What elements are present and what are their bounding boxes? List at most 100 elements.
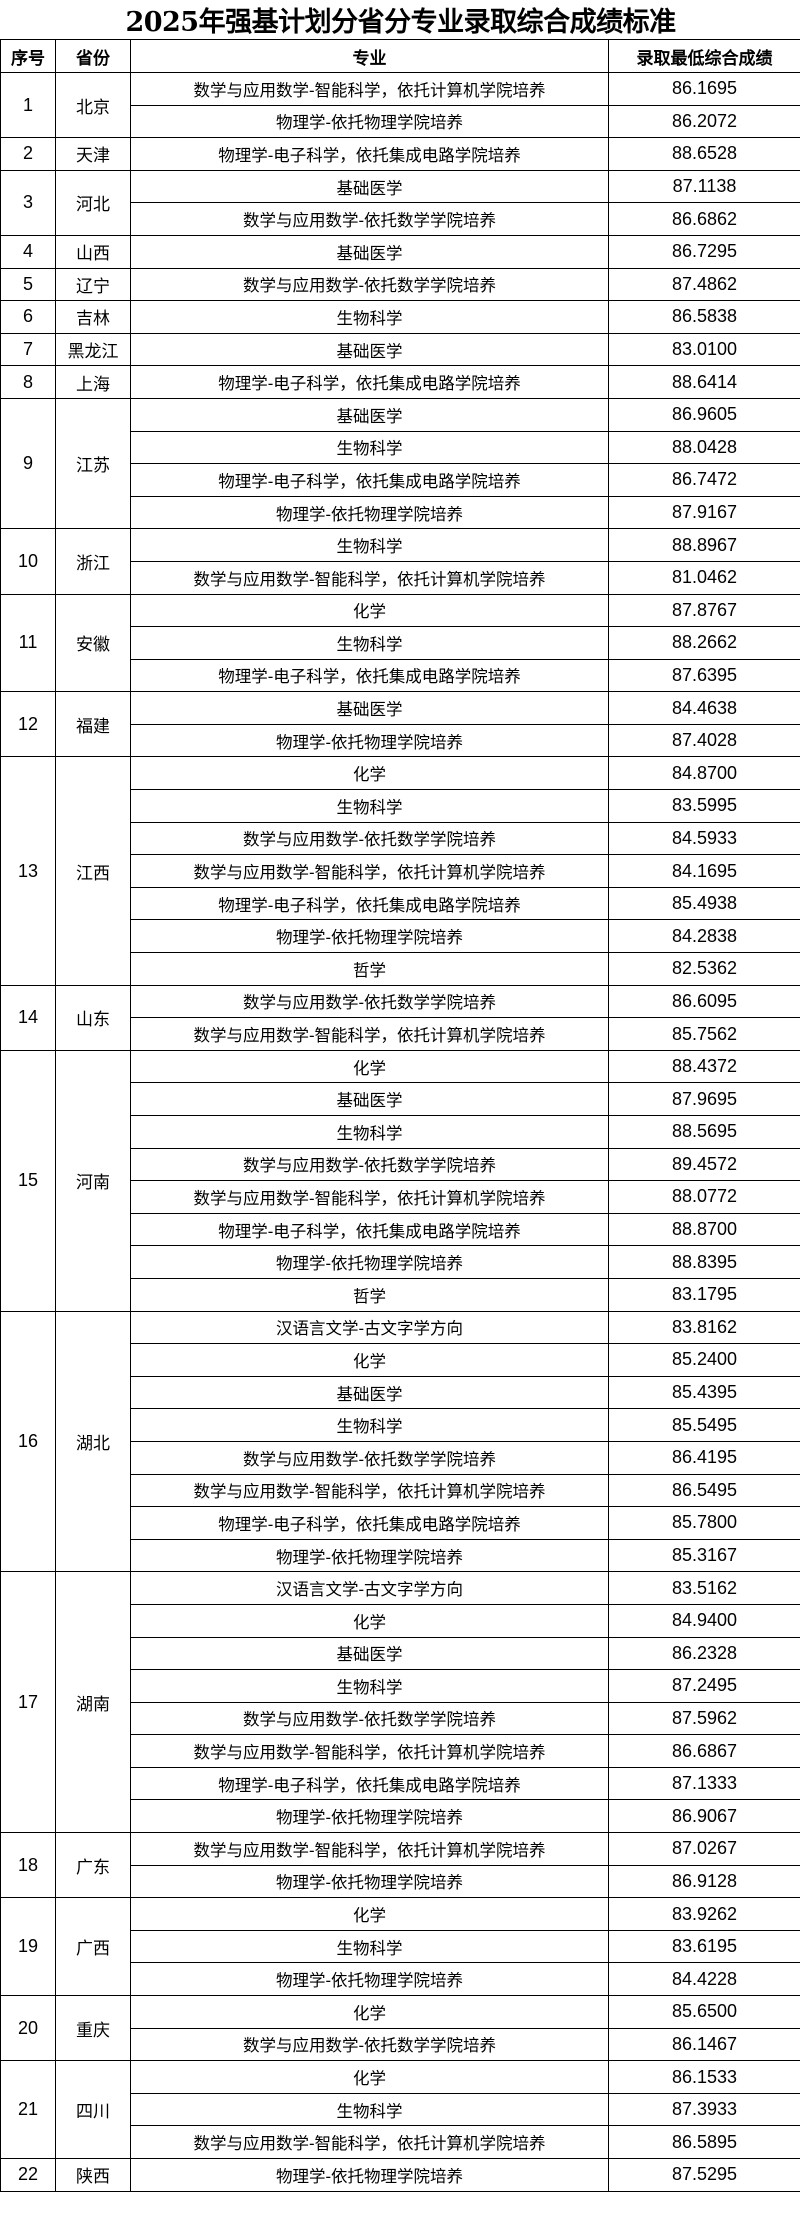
table-row: 1 北京 数学与应用数学-智能科学，依托计算机学院培养 86.1695 [0, 71, 800, 139]
province-cell: 江苏 [55, 397, 131, 530]
score-cell: 86.6095 [607, 984, 800, 1019]
score-cell: 88.0428 [607, 430, 800, 465]
header-province: 省份 [55, 39, 131, 73]
index-cell: 14 [0, 984, 56, 1051]
table-row: 22 陕西 物理学-依托物理学院培养 87.5295 [0, 2158, 800, 2192]
major-cell: 数学与应用数学-智能科学，依托计算机学院培养 [130, 1734, 609, 1768]
major-cell: 化学 [130, 1995, 609, 2029]
province-cell: 上海 [55, 365, 131, 399]
score-cell: 83.0100 [607, 332, 800, 367]
major-cell: 生物科学 [130, 430, 609, 465]
province-cell: 广西 [55, 1897, 131, 1997]
header-score: 录取最低综合成绩 [607, 39, 800, 73]
major-cell: 物理学-依托物理学院培养 [130, 723, 609, 758]
province-cell: 安徽 [55, 593, 131, 693]
index-cell: 13 [0, 756, 56, 986]
index-cell: 10 [0, 528, 56, 595]
province-cell: 辽宁 [55, 267, 131, 302]
score-cell: 86.5495 [607, 1473, 800, 1508]
table-row: 4 山西 基础医学 86.7295 [0, 234, 800, 269]
table-row: 物理学-电子科学，依托集成电路学院培养 87.1333 [1, 1766, 800, 1801]
major-cell: 数学与应用数学-依托数学学院培养 [130, 821, 609, 856]
table-row: 9 江苏 基础医学 86.9605 [0, 397, 800, 530]
table-row: 12 福建 基础医学 84.4638 [0, 691, 800, 758]
major-cell: 汉语言文学-古文字学方向 [130, 1310, 609, 1345]
score-cell: 88.2662 [607, 626, 800, 660]
major-cell: 化学 [130, 756, 609, 791]
header-index: 序号 [0, 39, 56, 73]
score-cell: 83.1795 [607, 1277, 800, 1312]
major-cell: 物理学-电子科学，依托集成电路学院培养 [130, 365, 609, 399]
index-cell: 2 [0, 137, 56, 171]
index-cell: 19 [0, 1897, 56, 1997]
score-cell: 88.0772 [607, 1180, 800, 1214]
score-cell: 83.5995 [607, 789, 800, 823]
major-cell: 基础医学 [130, 234, 609, 269]
score-cell: 88.4372 [607, 1049, 800, 1084]
major-cell: 数学与应用数学-智能科学，依托计算机学院培养 [130, 72, 609, 106]
table-row: 物理学-依托物理学院培养 88.8395 [1, 1245, 800, 1279]
table-row: 11 安徽 化学 87.8767 [0, 593, 800, 693]
score-cell: 86.6862 [607, 202, 800, 236]
score-cell: 83.9262 [607, 1897, 800, 1931]
province-cell: 河北 [55, 169, 131, 236]
table-row: 物理学-电子科学，依托集成电路学院培养 87.6395 [1, 658, 800, 693]
major-cell: 数学与应用数学-智能科学，依托计算机学院培养 [130, 560, 609, 595]
score-cell: 87.4862 [607, 267, 800, 302]
major-cell: 生物科学 [130, 528, 609, 562]
table-row: 物理学-依托物理学院培养 87.4028 [1, 723, 800, 758]
major-cell: 化学 [130, 1343, 609, 1377]
score-cell: 87.9695 [607, 1082, 800, 1116]
major-cell: 数学与应用数学-智能科学，依托计算机学院培养 [130, 1017, 609, 1051]
major-cell: 化学 [130, 1603, 609, 1638]
score-cell: 86.4195 [607, 1440, 800, 1475]
score-cell: 85.2400 [607, 1343, 800, 1377]
table-row: 基础医学 86.2328 [1, 1636, 800, 1671]
table-row: 5 辽宁 数学与应用数学-依托数学学院培养 87.4862 [0, 267, 800, 302]
major-cell: 化学 [130, 1049, 609, 1084]
province-cell: 浙江 [55, 528, 131, 595]
header-major: 专业 [130, 39, 609, 73]
table-row: 3 河北 基础医学 87.1138 [0, 169, 800, 236]
province-cell: 天津 [55, 137, 131, 171]
major-cell: 哲学 [130, 952, 609, 986]
score-cell: 84.2838 [607, 919, 800, 954]
major-cell: 物理学-依托物理学院培养 [130, 495, 609, 530]
major-cell: 物理学-依托物理学院培养 [130, 104, 609, 139]
table-row: 6 吉林 生物科学 86.5838 [0, 300, 800, 334]
major-cell: 生物科学 [130, 1115, 609, 1149]
major-cell: 生物科学 [130, 626, 609, 660]
major-cell: 汉语言文学-古文字学方向 [130, 1571, 609, 1605]
major-cell: 物理学-依托物理学院培养 [130, 1799, 609, 1834]
score-cell: 86.9128 [607, 1864, 800, 1899]
table-row: 数学与应用数学-智能科学，依托计算机学院培养 85.7562 [1, 1017, 800, 1051]
major-cell: 数学与应用数学-依托数学学院培养 [130, 984, 609, 1019]
table-row: 13 江西 化学 84.8700 [0, 756, 800, 986]
score-cell: 87.3933 [607, 2092, 800, 2127]
major-cell: 基础医学 [130, 397, 609, 432]
score-cell: 87.4028 [607, 723, 800, 758]
score-cell: 88.8395 [607, 1245, 800, 1279]
major-cell: 数学与应用数学-智能科学，依托计算机学院培养 [130, 1180, 609, 1214]
major-cell: 数学与应用数学-智能科学，依托计算机学院培养 [130, 2125, 609, 2159]
score-cell: 87.1333 [607, 1766, 800, 1801]
score-cell: 86.9605 [607, 397, 800, 432]
major-cell: 生物科学 [130, 1669, 609, 1703]
score-cell: 84.8700 [607, 756, 800, 791]
table-row: 10 浙江 生物科学 88.8967 [0, 528, 800, 595]
score-cell: 87.1138 [607, 169, 800, 204]
index-cell: 9 [0, 397, 56, 530]
index-cell: 17 [0, 1571, 56, 1834]
major-cell: 生物科学 [130, 1929, 609, 1964]
score-cell: 86.2072 [607, 104, 800, 139]
score-cell: 87.2495 [607, 1669, 800, 1703]
province-cell: 江西 [55, 756, 131, 986]
major-cell: 基础医学 [130, 691, 609, 725]
major-cell: 哲学 [130, 1277, 609, 1312]
score-cell: 84.4228 [607, 1962, 800, 1997]
index-cell: 18 [0, 1832, 56, 1899]
table-row: 生物科学 83.6195 [1, 1929, 800, 1964]
score-cell: 84.4638 [607, 691, 800, 725]
table-row: 物理学-电子科学，依托集成电路学院培养 85.4938 [1, 886, 800, 921]
